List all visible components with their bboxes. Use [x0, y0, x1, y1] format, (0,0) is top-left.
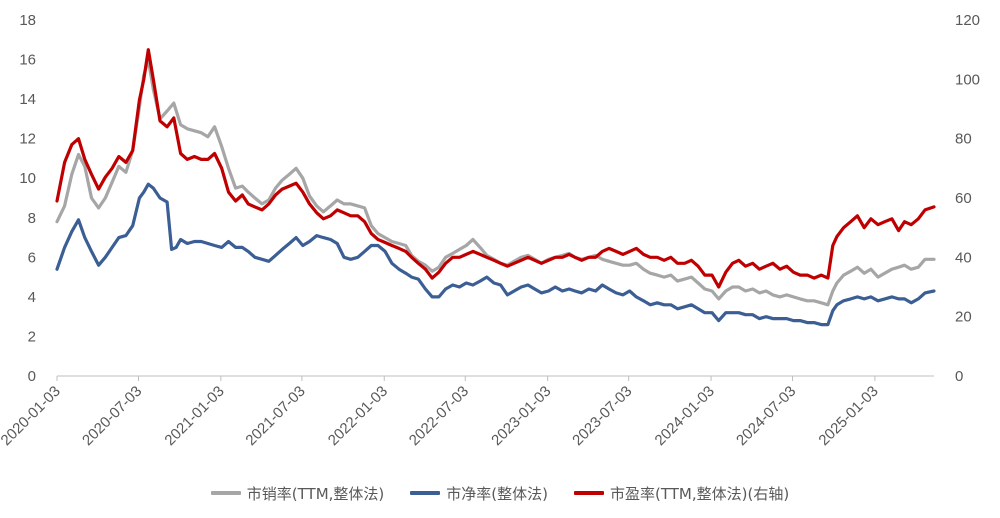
x-tick-label: 2022-07-03	[406, 383, 472, 449]
y-left-tick-label: 12	[19, 131, 36, 148]
y-right-tick-label: 120	[955, 12, 980, 29]
y-left-tick-label: 18	[19, 12, 36, 29]
x-tick-label: 2020-07-03	[79, 383, 145, 449]
x-tick-label: 2024-07-03	[733, 383, 799, 449]
chart-axes: 0 2 4 6 8 10 12 14 16 18 0 20 40 60 80 100 120 2020-01-03…	[0, 12, 980, 449]
series-line-pe	[55, 48, 936, 289]
x-tick-label: 2023-07-03	[569, 383, 635, 449]
y-right-tick-label: 0	[955, 368, 963, 385]
x-tick-label: 2025-01-03	[815, 383, 881, 449]
legend-swatch-pb	[410, 491, 441, 495]
y-left-tick-label: 8	[28, 210, 36, 227]
y-left-tick-label: 0	[28, 368, 36, 385]
series-line-ps	[55, 57, 936, 307]
y-right-tick-label: 40	[955, 249, 972, 266]
x-tick-label: 2021-07-03	[242, 383, 308, 449]
legend-swatch-pe	[574, 491, 604, 495]
legend-swatch-ps	[210, 491, 241, 495]
series-line-pb	[55, 182, 936, 327]
y-left-tick-label: 2	[28, 328, 36, 345]
y-left-tick-label: 16	[19, 52, 36, 69]
y-right-tick-label: 80	[955, 131, 972, 148]
y-left-tick-label: 6	[28, 249, 36, 266]
x-tick-label: 2023-01-03	[488, 383, 554, 449]
y-left-tick-label: 4	[28, 289, 36, 306]
y-left-tick-label: 14	[19, 91, 36, 108]
y-right-tick-label: 100	[955, 71, 980, 88]
y-left-tick-label: 10	[19, 170, 36, 187]
legend-item-ps: 市销率(TTM,整体法)	[210, 483, 385, 504]
legend-item-pb: 市净率(整体法)	[410, 483, 548, 504]
y-right-tick-label: 60	[955, 190, 972, 207]
y-right-tick-label: 20	[955, 309, 972, 326]
legend-label-pb: 市净率(整体法)	[446, 484, 548, 503]
chart-series-layer	[55, 48, 936, 327]
x-tick-label: 2020-01-03	[0, 383, 64, 449]
x-tick-label: 2022-01-03	[325, 383, 391, 449]
legend-label-ps: 市销率(TTM,整体法)	[246, 484, 385, 503]
chart-legend: 市销率(TTM,整体法) 市净率(整体法) 市盈率(TTM,整体法)(右轴)	[0, 480, 1000, 506]
x-tick-label: 2021-01-03	[161, 383, 227, 449]
legend-label-pe: 市盈率(TTM,整体法)(右轴)	[610, 484, 790, 503]
x-tick-label: 2024-01-03	[652, 383, 718, 449]
legend-item-pe: 市盈率(TTM,整体法)(右轴)	[574, 483, 789, 504]
